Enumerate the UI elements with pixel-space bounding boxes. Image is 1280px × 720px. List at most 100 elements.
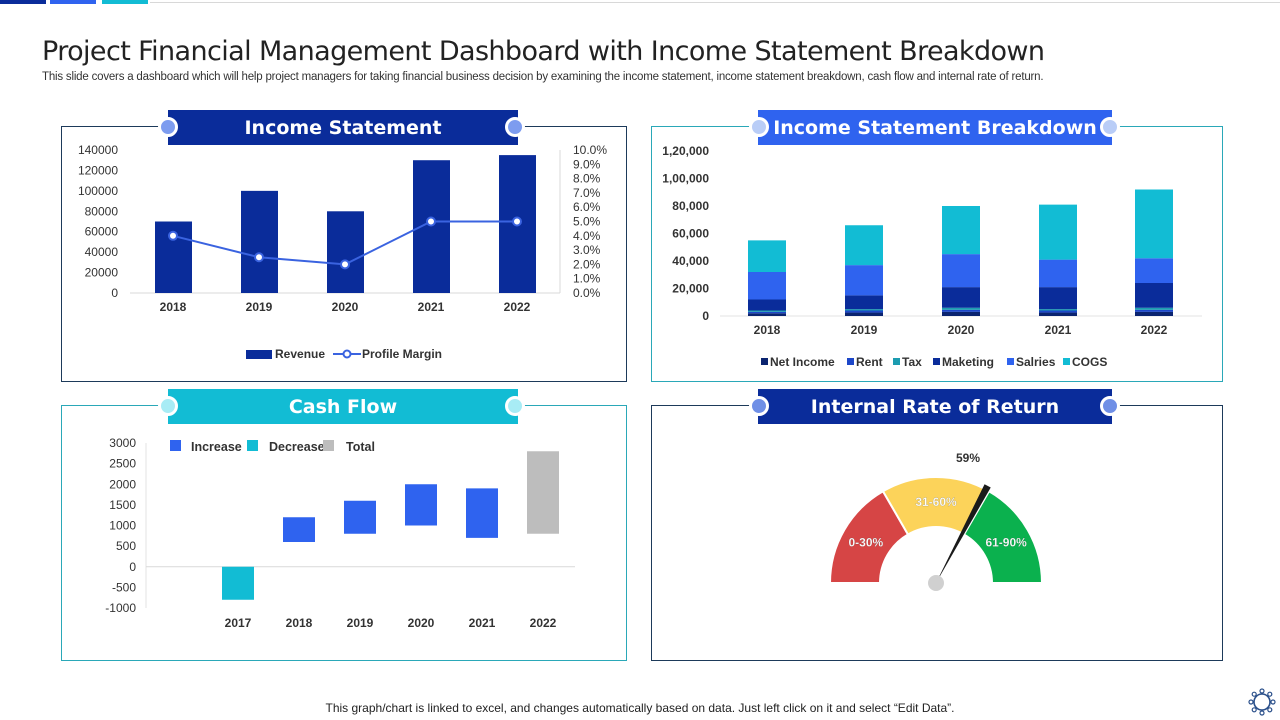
legend-label: Salries bbox=[1016, 355, 1056, 369]
legend-swatch bbox=[1063, 358, 1070, 365]
stacked-bar-net-income bbox=[1135, 311, 1173, 316]
y2-tick-label: 8.0% bbox=[573, 172, 601, 186]
irr-header: Internal Rate of Return bbox=[758, 389, 1112, 424]
stacked-bar-salries bbox=[748, 272, 786, 300]
legend-swatch bbox=[1007, 358, 1014, 365]
legend-label: COGS bbox=[1072, 355, 1107, 369]
y-tick-label: 60000 bbox=[85, 225, 119, 239]
cash-flow-header: Cash Flow bbox=[168, 389, 518, 424]
x-tick-label: 2021 bbox=[1045, 323, 1072, 337]
stacked-bar-tax bbox=[1039, 309, 1077, 311]
legend-swatch-decrease bbox=[247, 440, 258, 451]
stacked-bar-cogs bbox=[942, 206, 980, 255]
gauge-needle-hub bbox=[928, 575, 944, 591]
legend-label-decrease: Decrease bbox=[269, 440, 325, 454]
y2-tick-label: 1.0% bbox=[573, 272, 601, 286]
x-tick-label: 2021 bbox=[418, 300, 445, 314]
footer-note: This graph/chart is linked to excel, and… bbox=[325, 701, 955, 715]
gauge-value-label: 59% bbox=[956, 451, 980, 465]
legend-swatch bbox=[933, 358, 940, 365]
legend-label-revenue: Revenue bbox=[275, 347, 325, 361]
y-tick-label: 2000 bbox=[109, 477, 136, 491]
header-dot bbox=[749, 117, 769, 137]
y-tick-label: 0 bbox=[129, 560, 136, 574]
header-dot bbox=[505, 396, 525, 416]
y-tick-label: 140000 bbox=[78, 143, 118, 157]
stacked-bar-rent bbox=[942, 309, 980, 312]
y-tick-label: 2500 bbox=[109, 457, 136, 471]
company-logo-icon bbox=[1248, 688, 1276, 716]
header-dot bbox=[1100, 396, 1120, 416]
legend-label-total: Total bbox=[346, 440, 375, 454]
y-tick-label: 1,20,000 bbox=[662, 144, 709, 158]
accent-bar-blue bbox=[50, 0, 96, 4]
header-dot bbox=[505, 117, 525, 137]
stacked-bar-tax bbox=[942, 307, 980, 310]
y-tick-label: -500 bbox=[112, 580, 136, 594]
y-tick-label: 80,000 bbox=[672, 199, 709, 213]
stacked-bar-tax bbox=[1135, 307, 1173, 310]
stacked-bar-maketing bbox=[1039, 287, 1077, 310]
x-tick-label: 2020 bbox=[332, 300, 359, 314]
page-title: Project Financial Management Dashboard w… bbox=[42, 36, 1045, 68]
breakdown-header: Income Statement Breakdown bbox=[758, 110, 1112, 145]
legend-swatch bbox=[761, 358, 768, 365]
y-tick-label: 40000 bbox=[85, 245, 119, 259]
x-tick-label: 2022 bbox=[1141, 323, 1168, 337]
stacked-bar-salries bbox=[1039, 259, 1077, 288]
stacked-bar-tax bbox=[748, 310, 786, 312]
legend-swatch bbox=[893, 358, 900, 365]
y-tick-label: 1,00,000 bbox=[662, 172, 709, 186]
stacked-bar-net-income bbox=[1039, 312, 1077, 316]
y-tick-label: 500 bbox=[116, 539, 136, 553]
x-tick-label: 2020 bbox=[408, 616, 435, 630]
x-tick-label: 2018 bbox=[286, 616, 313, 630]
stacked-bar-rent bbox=[1039, 310, 1077, 313]
y-tick-label: 100000 bbox=[78, 184, 118, 198]
profile-margin-point bbox=[426, 216, 436, 227]
y-tick-label: 0 bbox=[111, 286, 118, 300]
y-tick-label: 120000 bbox=[78, 163, 118, 177]
legend-swatch-total bbox=[323, 440, 334, 451]
legend-swatch-increase bbox=[170, 440, 181, 451]
stacked-bar-tax bbox=[845, 309, 883, 311]
x-tick-label: 2019 bbox=[851, 323, 878, 337]
x-tick-label: 2019 bbox=[246, 300, 273, 314]
stacked-bar-cogs bbox=[845, 225, 883, 266]
y-tick-label: 80000 bbox=[85, 204, 119, 218]
y-tick-label: 20,000 bbox=[672, 282, 709, 296]
y-tick-label: 60,000 bbox=[672, 227, 709, 241]
revenue-bar bbox=[327, 211, 364, 293]
y2-tick-label: 6.0% bbox=[573, 200, 601, 214]
y-tick-label: 3000 bbox=[109, 436, 136, 450]
profile-margin-point bbox=[168, 230, 178, 241]
y-tick-label: 1000 bbox=[109, 519, 136, 533]
legend-label: Tax bbox=[902, 355, 922, 369]
legend-swatch-profile-margin-marker bbox=[342, 349, 352, 359]
accent-bar-cyan bbox=[102, 0, 148, 4]
cashflow-bar-increase bbox=[344, 500, 376, 534]
top-divider bbox=[150, 2, 1280, 3]
stacked-bar-maketing bbox=[942, 287, 980, 308]
y2-tick-label: 4.0% bbox=[573, 229, 601, 243]
gauge-band-label: 61-90% bbox=[985, 536, 1027, 550]
header-dot bbox=[1100, 117, 1120, 137]
stacked-bar-cogs bbox=[1135, 189, 1173, 259]
legend-label: Maketing bbox=[942, 355, 994, 369]
stacked-bar-rent bbox=[1135, 309, 1173, 312]
stacked-bar-cogs bbox=[1039, 204, 1077, 260]
gauge-band-3 bbox=[962, 489, 1044, 584]
cashflow-bar-total bbox=[527, 451, 559, 534]
gauge-band-label: 31-60% bbox=[915, 495, 957, 509]
income-statement-header: Income Statement bbox=[168, 110, 518, 145]
profile-margin-point bbox=[340, 259, 350, 270]
cashflow-bar-decrease bbox=[222, 566, 254, 600]
x-tick-label: 2021 bbox=[469, 616, 496, 630]
stacked-bar-cogs bbox=[748, 240, 786, 272]
profile-margin-point bbox=[254, 252, 264, 263]
x-tick-label: 2018 bbox=[754, 323, 781, 337]
legend-swatch bbox=[847, 358, 854, 365]
x-tick-label: 2018 bbox=[160, 300, 187, 314]
stacked-bar-salries bbox=[1135, 258, 1173, 283]
